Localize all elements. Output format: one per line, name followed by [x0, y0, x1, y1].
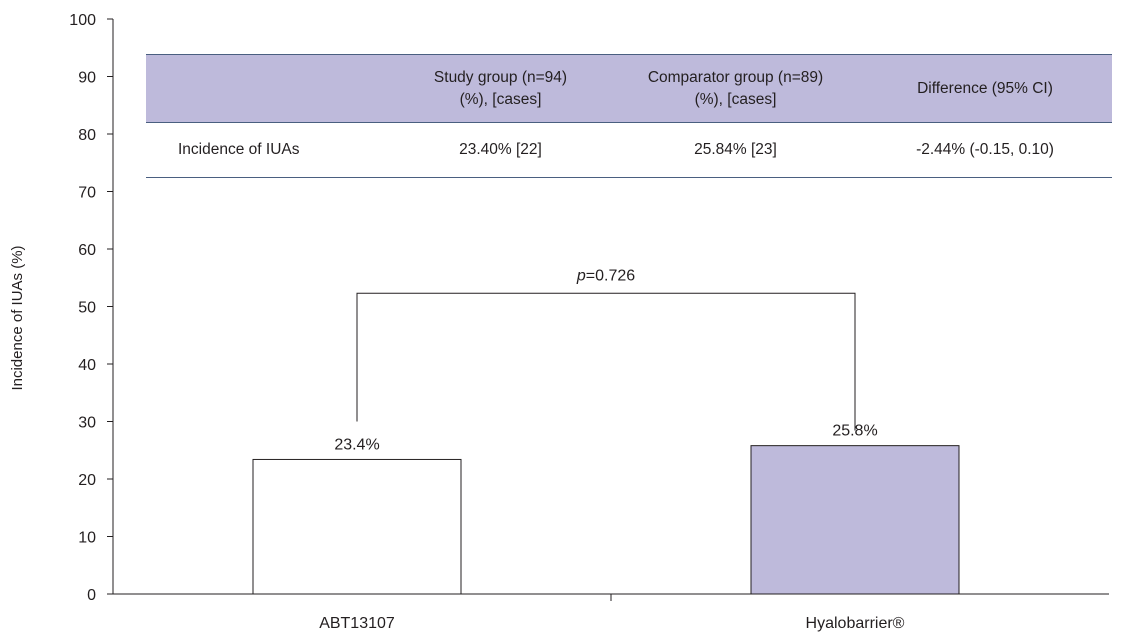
- x-category-label: ABT13107: [319, 615, 395, 632]
- table-header-row: Study group (n=94) (%), [cases] Comparat…: [146, 54, 1112, 123]
- header-line: (%), [cases]: [694, 90, 777, 108]
- significance-bracket: p=0.726: [356, 267, 856, 431]
- y-tick-label: 70: [78, 185, 96, 202]
- p-value-label: p=0.726: [576, 267, 635, 284]
- y-tick-label: 100: [69, 12, 96, 29]
- header-line: Comparator group (n=89): [647, 68, 824, 86]
- y-axis: 0 10 20 30 40 50 60 70 80 90 100: [69, 12, 114, 604]
- bar: [252, 458, 462, 595]
- table-cell: Incidence of IUAs: [146, 122, 388, 178]
- table-row: Incidence of IUAs 23.40% [22] 25.84% [23…: [146, 122, 1112, 178]
- y-tick-label: 30: [78, 415, 96, 432]
- x-axis: ABT13107 Hyalobarrier®: [113, 593, 1109, 632]
- y-axis-title: Incidence of IUAs (%): [9, 245, 26, 390]
- table-cell: 25.84% [23]: [613, 122, 858, 178]
- p-symbol: p: [576, 267, 586, 284]
- y-tick-label: 0: [87, 587, 96, 604]
- y-tick-label: 50: [78, 300, 96, 317]
- x-category-label: Hyalobarrier®: [806, 615, 905, 632]
- header-line: (%), [cases]: [459, 90, 542, 108]
- y-tick-label: 20: [78, 472, 96, 489]
- y-tick-label: 10: [78, 530, 96, 547]
- p-value: =0.726: [586, 267, 635, 284]
- table-cell: -2.44% (-0.15, 0.10): [858, 122, 1112, 178]
- table-header-difference: Difference (95% CI): [858, 54, 1112, 123]
- table-header-study-group: Study group (n=94) (%), [cases]: [388, 54, 613, 123]
- header-line: Difference (95% CI): [917, 79, 1053, 97]
- bar-value-label: 23.4%: [334, 436, 379, 453]
- results-table: Study group (n=94) (%), [cases] Comparat…: [146, 54, 1112, 178]
- y-tick-label: 40: [78, 357, 96, 374]
- table-header-blank: [146, 54, 388, 123]
- y-tick-label: 60: [78, 242, 96, 259]
- header-line: Study group (n=94): [433, 68, 568, 86]
- table-header-comparator-group: Comparator group (n=89) (%), [cases]: [613, 54, 858, 123]
- bracket-line: [356, 292, 856, 431]
- bar-value-label: 25.8%: [832, 423, 877, 440]
- y-tick-label: 90: [78, 70, 96, 87]
- table-cell: 23.40% [22]: [388, 122, 613, 178]
- bars: 23.4% 25.8%: [252, 423, 960, 595]
- bar: [750, 445, 960, 595]
- y-tick-label: 80: [78, 127, 96, 144]
